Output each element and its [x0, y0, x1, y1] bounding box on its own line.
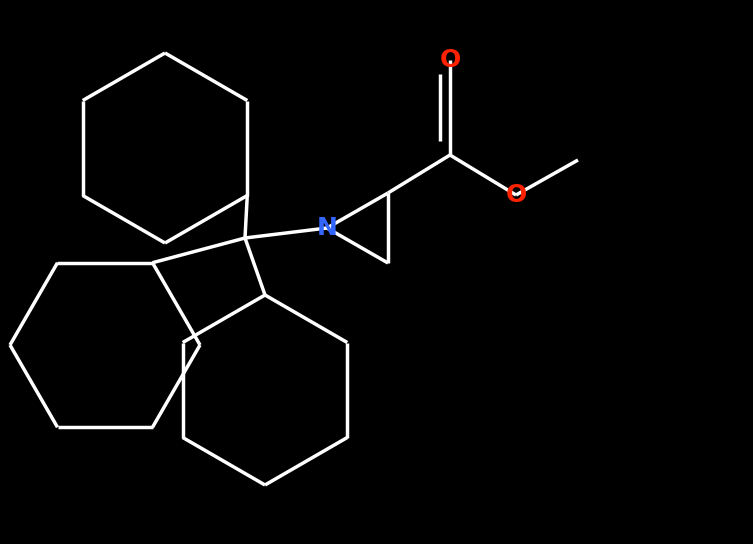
Text: O: O: [439, 48, 461, 72]
Text: N: N: [316, 216, 337, 240]
Text: O: O: [505, 183, 526, 207]
